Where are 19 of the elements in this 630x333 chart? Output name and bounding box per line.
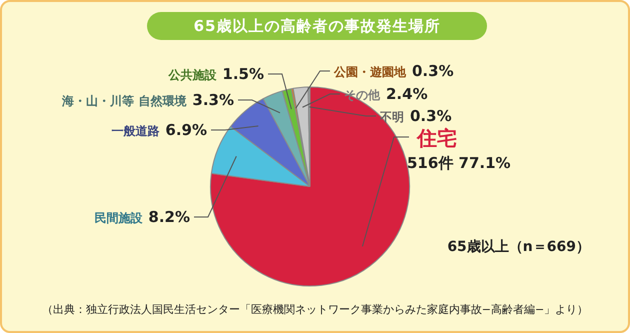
slice-label: その他 (344, 88, 381, 102)
text: 65歳以上（n＝669） (447, 238, 590, 256)
slice-label: 住宅 (416, 126, 457, 150)
data-label: 8.2% (148, 208, 190, 226)
data-label: 3.3% (192, 91, 234, 109)
slice-label: 公共施設 (167, 68, 218, 82)
data-label: 0.3% (410, 107, 452, 125)
data-label: 2.4% (386, 85, 428, 103)
slice-label: 一般道路 (111, 124, 160, 138)
slice-label: 民間施設 (94, 211, 144, 225)
text: （出典：独立行政法人国民生活センター「医療機関ネットワーク事業からみた家庭内事故−高齢者編−」より） (40, 302, 590, 317)
data-label: 0.3% (412, 62, 454, 80)
data-label: 516件 77.1% (407, 154, 511, 172)
slice-label: 公園・遊園地 (333, 65, 407, 79)
data-label: 1.5% (222, 65, 264, 83)
data-label: 6.9% (165, 121, 208, 139)
slice-label: 不明 (379, 110, 404, 124)
chart-title: 65歳以上の高齢者の事故発生場所 (147, 12, 487, 40)
slice-label: 海・山・川等 自然環境 (61, 94, 188, 108)
